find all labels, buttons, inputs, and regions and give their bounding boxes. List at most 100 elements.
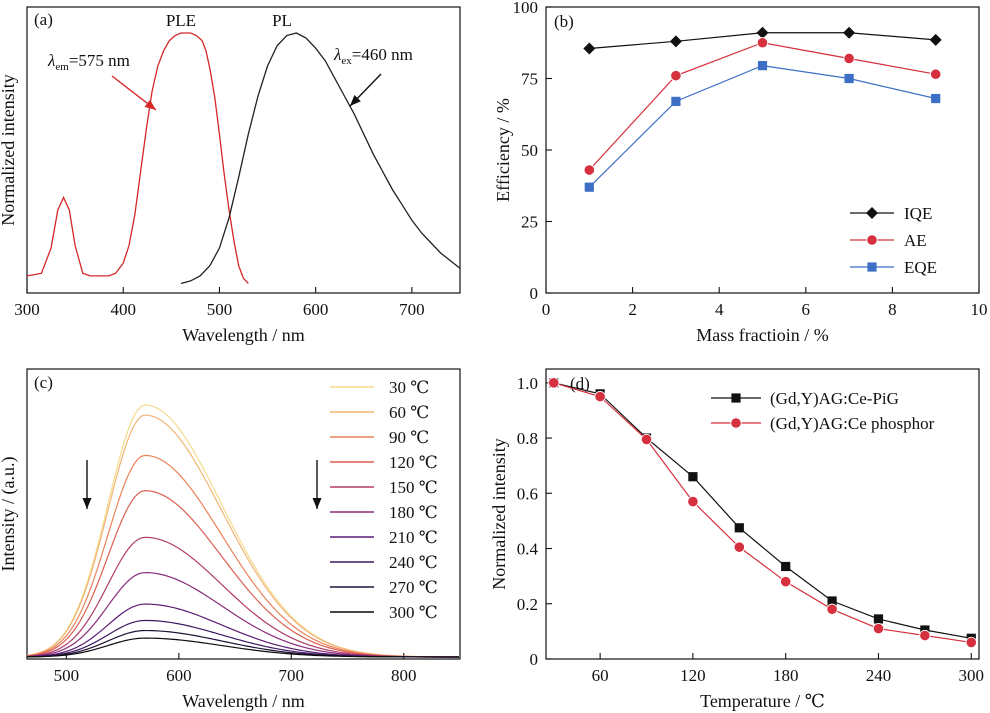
y-axis-label: Efficiency / % [493, 98, 513, 202]
series-label-ple: PLE [166, 11, 196, 30]
plot-frame [545, 368, 980, 660]
data-point [688, 472, 698, 482]
x-tick-label: 10 [971, 300, 988, 319]
data-point-ae [756, 37, 769, 49]
series-line [553, 382, 972, 639]
x-tick-label: 4 [715, 300, 724, 319]
series-label-pl: PL [272, 11, 292, 30]
x-tick-label: 6 [802, 300, 811, 319]
panel-label: (c) [34, 373, 53, 392]
x-tick-label: 700 [279, 666, 305, 685]
panel-label: (a) [34, 10, 53, 29]
legend-marker [731, 393, 741, 403]
y-tick-label: 0 [530, 650, 539, 669]
legend-marker [866, 207, 878, 219]
data-point-iqe [843, 26, 856, 39]
panel-a: 300 400 500 600 700 Wavelength / nm Normalized… [0, 6, 461, 345]
data-point-ae [930, 68, 942, 80]
legend-label: 210 ℃ [389, 528, 438, 547]
data-point [827, 596, 837, 606]
series-line [553, 382, 972, 644]
panel-d: 60 120 180 240 300 0 0.2 0.4 0.6 0.8 1.0 Temperatur… [489, 368, 984, 711]
data-point [687, 495, 699, 508]
y-tick-label: 1.0 [517, 374, 538, 393]
series-line-pl [180, 32, 461, 285]
data-point-iqe [929, 33, 942, 46]
data-point-iqe [583, 42, 596, 55]
legend-label: (Gd,Y)AG:Ce phosphor [770, 414, 935, 433]
data-point-eqe [844, 73, 854, 84]
legend-label: 270 ℃ [389, 578, 438, 597]
legend-label-ae: AE [904, 231, 927, 250]
x-tick-label: 600 [303, 300, 329, 319]
plot-frame [545, 6, 980, 294]
y-axis-label: Normalized intensity [489, 438, 509, 589]
data-point [733, 541, 745, 553]
data-point-iqe [669, 35, 682, 48]
y-axis-label: Normalized intensity [0, 74, 18, 225]
legend-label: 150 ℃ [389, 478, 438, 497]
legend-label-eqe: EQE [904, 258, 937, 277]
data-point [872, 623, 885, 635]
x-tick-label: 8 [888, 300, 897, 319]
y-tick-label: 0.4 [517, 540, 539, 559]
data-point [780, 576, 792, 588]
x-tick-label: 500 [207, 300, 233, 319]
annotation-lambda-ex: λex=460 nm [333, 45, 413, 67]
data-point [965, 636, 977, 649]
data-point [919, 629, 931, 642]
data-point-eqe [931, 93, 941, 104]
spectrum-line [26, 637, 459, 658]
panel-label: (b) [554, 12, 574, 31]
data-point-iqe [756, 26, 769, 39]
x-tick-label: 700 [399, 300, 425, 319]
x-tick-label: 120 [680, 666, 706, 685]
arrow-head [350, 94, 361, 106]
plot-frame [26, 368, 461, 660]
legend-label-iqe: IQE [904, 204, 932, 223]
x-tick-label: 400 [110, 300, 136, 319]
arrow-head [144, 99, 156, 110]
panel-c: 500 600 700 800 Wavelength / nm Intensity / (… [0, 368, 461, 711]
x-tick-label: 2 [628, 300, 637, 319]
x-axis-label: Wavelength / nm [182, 325, 305, 345]
y-tick-label: 100 [513, 0, 539, 17]
arrow-head [312, 498, 322, 509]
x-axis-label: Wavelength / nm [182, 691, 305, 711]
data-point [873, 614, 884, 624]
x-tick-label: 800 [391, 666, 417, 685]
legend-marker [730, 417, 742, 429]
x-tick-label: 500 [54, 666, 80, 685]
x-tick-label: 0 [542, 300, 551, 319]
y-tick-label: 50 [521, 141, 538, 160]
data-point-eqe [671, 96, 681, 106]
data-point [640, 433, 653, 446]
legend-label: 240 ℃ [389, 553, 438, 572]
y-tick-label: 75 [521, 70, 538, 89]
legend-label: 300 ℃ [389, 603, 438, 622]
legend-marker [867, 262, 877, 272]
x-axis-label: Mass fractioin / % [696, 325, 828, 345]
y-tick-label: 25 [521, 213, 538, 232]
data-point [734, 523, 744, 533]
data-point-ae [670, 70, 682, 82]
x-axis-label: Temperature / ℃ [700, 691, 825, 711]
y-tick-label: 0.8 [517, 429, 538, 448]
series-line-ple [26, 32, 249, 284]
y-axis-label: Intensity / (a.u.) [0, 457, 19, 572]
y-tick-label: 0.2 [517, 595, 538, 614]
y-tick-label: 0.6 [517, 484, 538, 503]
data-point [594, 391, 606, 403]
annotation-lambda-em: λem=575 nm [47, 51, 130, 73]
data-point-ae [583, 164, 595, 176]
x-tick-label: 300 [14, 300, 40, 319]
x-tick-label: 240 [866, 666, 892, 685]
legend-label: 180 ℃ [389, 503, 438, 522]
data-point-eqe [584, 182, 594, 192]
x-tick-label: 600 [166, 666, 192, 685]
legend-label: 60 ℃ [389, 403, 429, 422]
x-tick-label: 180 [773, 666, 799, 685]
x-tick-label: 60 [592, 666, 609, 685]
